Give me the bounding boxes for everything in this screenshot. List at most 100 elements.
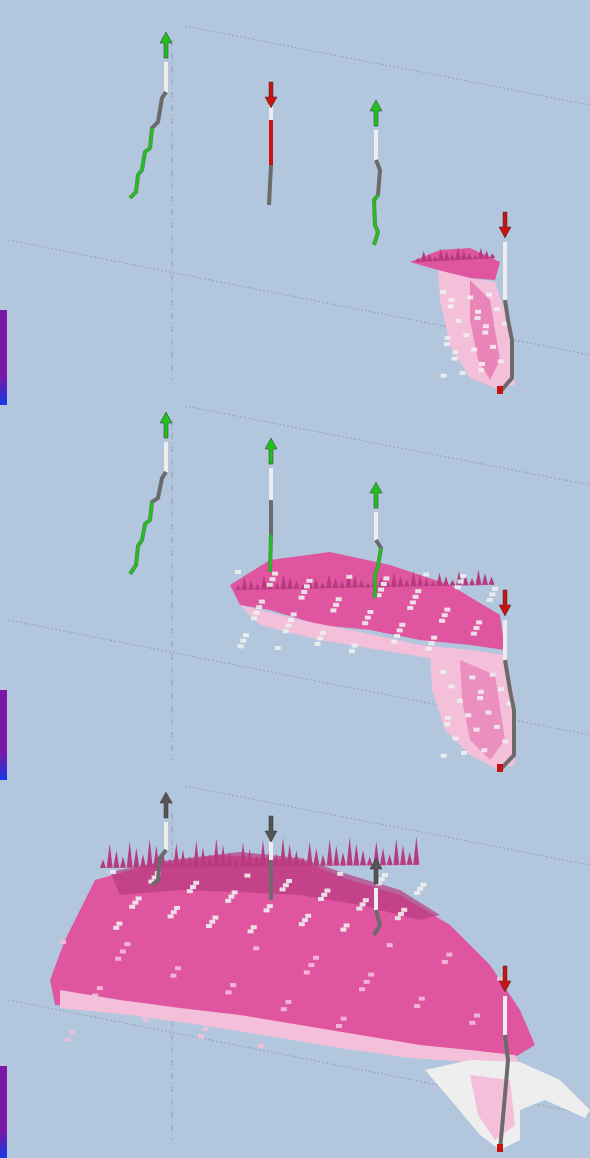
plume-spike (475, 569, 482, 586)
plume-top (410, 248, 500, 280)
plume-cell (444, 722, 451, 727)
plume-spike (166, 858, 173, 868)
arrow-up-icon (369, 481, 383, 509)
plume-cell (190, 885, 196, 889)
plume-cell (356, 906, 363, 911)
plume-timestep-2 (230, 552, 515, 768)
well-d (497, 211, 514, 394)
plume-spike (320, 854, 326, 866)
plume-cell (451, 356, 458, 361)
plume-cell (412, 594, 419, 599)
plume-cell (193, 880, 200, 885)
plume-cell (498, 687, 505, 692)
plume-cell (305, 913, 312, 918)
wells-timestep-2 (128, 411, 516, 772)
plume-spike (455, 247, 461, 260)
plume-cell (439, 618, 446, 623)
grid-line (7, 239, 590, 356)
plume-top (230, 552, 505, 650)
plume-cell (64, 1037, 71, 1042)
plume-cell (465, 713, 472, 718)
plume-cell (502, 739, 509, 744)
plume-cell (324, 888, 331, 893)
plume-spike (373, 841, 380, 866)
plume-cell (313, 955, 319, 960)
plume-cell (444, 715, 451, 720)
plume-spike (339, 580, 345, 588)
plume-cell (481, 748, 488, 753)
plume-cell (479, 362, 485, 366)
plume-cell (351, 643, 358, 648)
arrow-up-icon (264, 437, 278, 465)
plume-spike (426, 253, 433, 262)
plume-cell (414, 891, 420, 895)
plume-cell (378, 877, 385, 882)
plume-spike (415, 258, 421, 262)
plume-cell (398, 912, 404, 916)
plume-cell (363, 979, 370, 984)
plume-spike (358, 579, 365, 588)
plume-spike (241, 576, 248, 590)
plume-cell (386, 943, 393, 948)
plume-cell (482, 330, 489, 335)
plume-cell (460, 574, 467, 578)
plume-cell (124, 942, 131, 947)
plume-cell (340, 1016, 347, 1021)
plume-cell (447, 304, 454, 309)
plume-cell (308, 963, 315, 968)
plume-cell (440, 373, 447, 378)
plume-spike (360, 850, 366, 866)
plume-cell (493, 307, 500, 312)
plume-cell (459, 371, 466, 375)
plume-cell (148, 879, 155, 884)
plume-cell (343, 923, 350, 928)
plume-cell (317, 636, 324, 641)
plume-cell (470, 631, 477, 636)
plume-cell (399, 622, 406, 627)
plume-cell (240, 638, 247, 643)
plume-cell (420, 882, 427, 887)
plume-spike (366, 856, 373, 866)
plume-cell (279, 887, 286, 892)
plume-cell (446, 952, 453, 957)
well-trajectory (498, 659, 516, 772)
plume-cell (266, 904, 273, 909)
plume-cell (314, 642, 321, 646)
plume-spike (206, 853, 213, 867)
plume-cell (489, 592, 496, 597)
plume-cell (382, 873, 388, 877)
plume-cell (60, 940, 66, 944)
plume-cell (321, 892, 328, 897)
plume-cell (368, 972, 375, 977)
arrow-up-icon (369, 857, 383, 885)
plume-cell (225, 990, 232, 995)
well-perforation (497, 386, 503, 394)
plume-cell (417, 886, 424, 891)
well-a (150, 791, 173, 887)
plume-cell (461, 751, 467, 755)
plume-cell (186, 889, 193, 894)
plume-spike (280, 837, 286, 867)
plume-cell (477, 696, 484, 701)
plume-cell (375, 593, 382, 598)
color-scale-bar (0, 690, 7, 780)
plume-cell (288, 618, 294, 622)
plume-cell (285, 623, 292, 628)
plume-cell (298, 595, 305, 600)
plume-cell (319, 630, 326, 635)
plume-cell (237, 644, 244, 649)
plume-spike (443, 251, 450, 261)
plume-spike (397, 575, 404, 587)
plume-spike (488, 576, 495, 585)
plume-cell (266, 582, 273, 587)
plume-spike (286, 844, 293, 867)
plume-cell (282, 629, 289, 634)
plume-spike (443, 576, 449, 586)
wells-timestep-3 (150, 791, 512, 1152)
plume-cell (257, 1043, 264, 1048)
plume-cell (298, 922, 305, 927)
plume-surfaces (50, 247, 590, 1150)
plume-cell (409, 600, 416, 605)
plume-cell (448, 684, 455, 689)
plume-cell (414, 1004, 421, 1009)
